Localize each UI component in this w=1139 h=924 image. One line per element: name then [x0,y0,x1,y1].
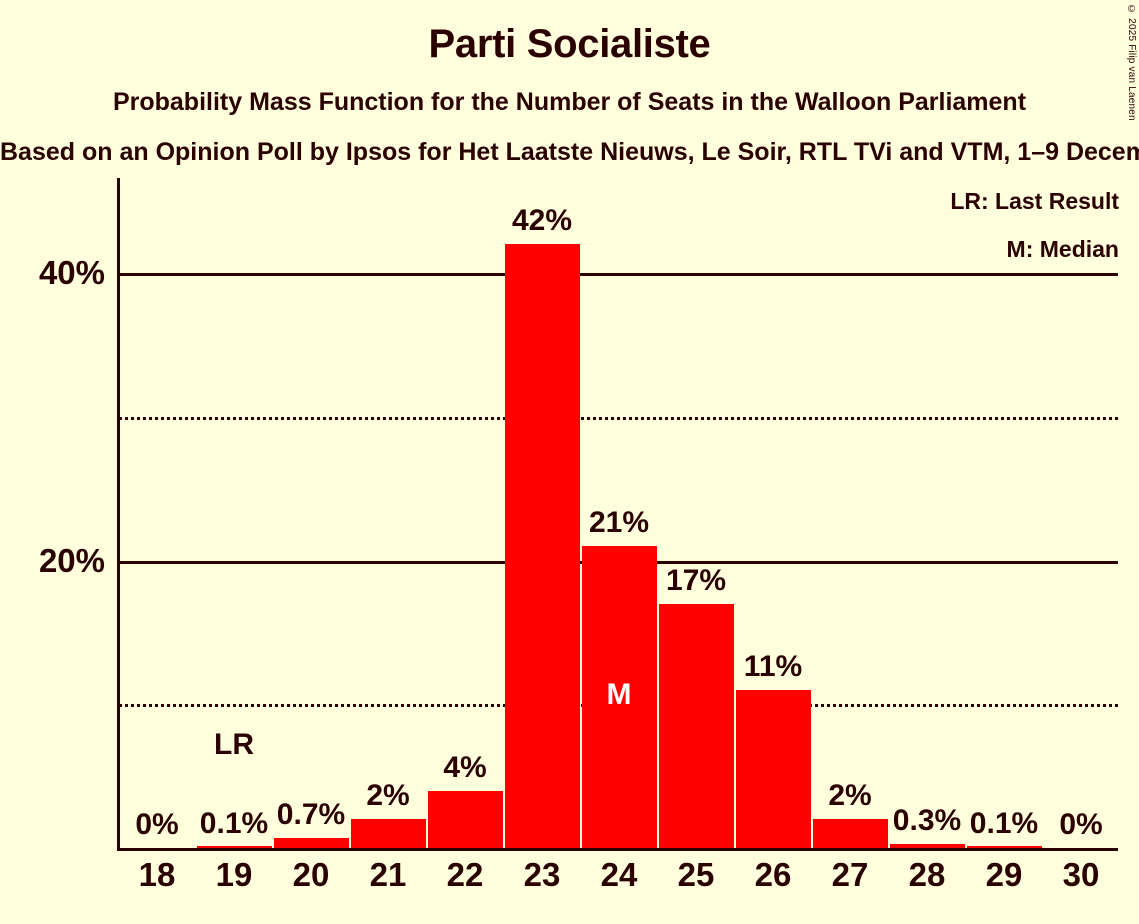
chart-subtitle-source: Based on an Opinion Poll by Ipsos for He… [0,138,1139,166]
y-axis-tick-label: 20% [38,541,105,579]
bar-value-label: 42% [511,204,573,238]
chart-subtitle-primary: Probability Mass Function for the Number… [112,88,1027,116]
x-axis-tick-label: 19 [215,856,253,893]
x-axis-tick-label: 30 [1062,856,1100,893]
bar-value-label: 0.3% [892,803,962,837]
copyright-notice: © 2025 Filip van Laenen [1126,4,1137,121]
bar-seat-25[interactable] [658,603,734,848]
x-axis-line [117,848,1118,851]
legend-last-result: LR: Last Result [950,188,1119,214]
bar-seat-24[interactable] [581,546,657,848]
bar-seat-26[interactable] [735,689,811,848]
x-axis-tick-label: 20 [292,856,330,893]
x-axis-tick-label: 24 [600,856,638,893]
bar-value-label: 4% [443,750,487,784]
legend-median: M: Median [1006,236,1119,262]
bar-value-label: 17% [665,563,727,597]
bar-value-label: 0.7% [276,797,346,831]
median-marker: M [606,678,632,711]
bar-seat-27[interactable] [812,819,888,848]
gridline-minor [119,416,1118,420]
bar-seat-29[interactable] [966,845,1042,848]
x-axis-tick-label: 22 [446,856,484,893]
bar-value-label: 11% [743,649,803,683]
bar-value-label: 0% [135,808,179,841]
bar-seat-20[interactable] [273,837,349,848]
plot-area: 0% 0.1% LR 0.7% 2% 4% 42% 21% M 17% 11% 2% 0.3% 0.1% 0… [117,178,1118,851]
bar-value-label: 0.1% [969,806,1039,840]
x-axis-tick-label: 23 [523,856,561,893]
page-title: Parti Socialiste [428,22,711,66]
y-axis-line [117,178,120,850]
x-axis-tick-label: 27 [831,856,869,893]
bar-value-label: 2% [366,779,410,813]
x-axis-tick-label: 26 [754,856,792,893]
bar-value-label: 0.1% [199,806,269,840]
bar-seat-23[interactable] [504,244,580,848]
bar-seat-21[interactable] [350,819,426,848]
bar-seat-22[interactable] [427,790,503,848]
gridline-major [119,273,1118,277]
bar-value-label: 0% [1059,808,1103,841]
x-axis-tick-label: 18 [138,856,176,893]
y-axis-tick-label: 40% [38,254,105,292]
last-result-marker: LR [214,728,254,761]
bar-seat-28[interactable] [889,843,965,848]
x-axis-tick-label: 25 [677,856,715,893]
bar-value-label: 2% [828,779,872,813]
x-axis-tick-label: 21 [369,856,407,893]
x-axis-tick-label: 28 [908,856,946,893]
x-axis-tick-label: 29 [985,856,1023,893]
bar-value-label: 21% [588,506,650,540]
bar-seat-19[interactable] [196,845,272,848]
